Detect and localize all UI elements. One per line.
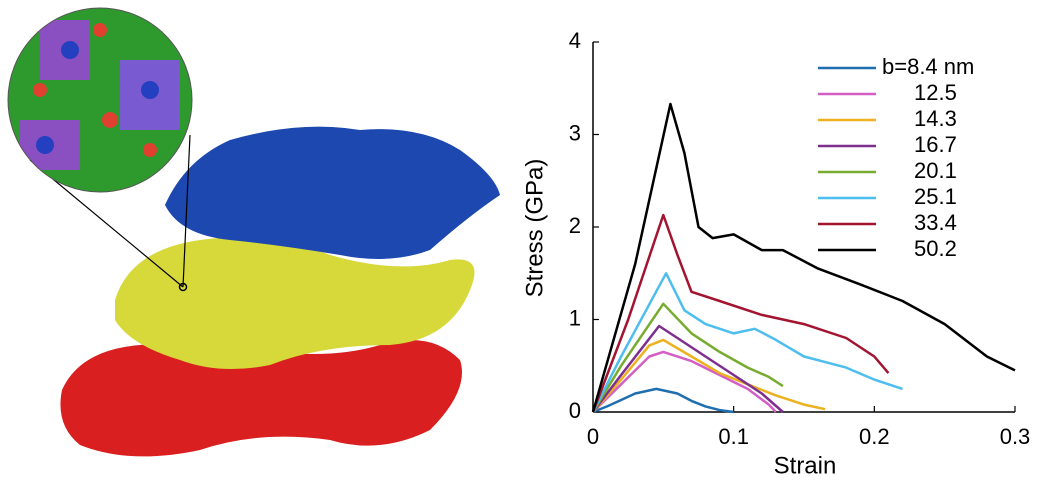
zoom-line [29,159,184,288]
y-tick-label: 3 [569,120,581,145]
illustration [7,7,500,457]
x-tick-label: 0.3 [1000,424,1031,449]
blue-sheet [165,126,500,260]
red-sheet [60,340,462,457]
line-series [591,272,903,413]
line-series [592,338,826,413]
zoom-line [182,134,191,288]
x-tick-label: 0.2 [859,424,890,449]
inset-border [7,7,193,193]
zoom-point [178,282,188,292]
inset-atom [33,83,47,97]
legend-label: 16.7 [914,132,957,157]
legend-label: 50.2 [914,236,957,261]
legend-label: 20.1 [914,158,957,183]
y-tick-label: 2 [569,213,581,238]
y-tick-label: 0 [569,398,581,423]
line-series [591,302,784,413]
inset-atom [61,41,79,59]
line-series [591,213,890,413]
y-axis-label: Stress (GPa) [521,159,548,298]
inset-atom [36,136,54,154]
x-tick-label: 0 [587,424,599,449]
inset-atom [93,23,107,37]
x-axis-label: Strain [774,452,837,479]
line-series [592,387,734,414]
x-tick-label: 0.1 [718,424,749,449]
inset-atom [141,81,159,99]
line-series [591,102,1016,413]
yellow-sheet [115,237,475,369]
y-tick-label: 4 [569,28,581,53]
legend-label: 25.1 [914,184,957,209]
y-tick-label: 1 [569,305,581,330]
inset [8,8,192,192]
line-series [592,324,784,413]
legend-label: 14.3 [914,106,957,131]
inset-atom [102,112,118,128]
legend-label: 33.4 [914,210,957,235]
legend-label: 12.5 [914,80,957,105]
line-series [592,350,777,413]
legend-label: b=8.4 nm [882,54,974,79]
inset-atom [143,143,157,157]
chart: Strain Stress (GPa) 0 1 2 3 4 0 0.1 0.2 0.3 b=8.4… [521,28,1030,480]
